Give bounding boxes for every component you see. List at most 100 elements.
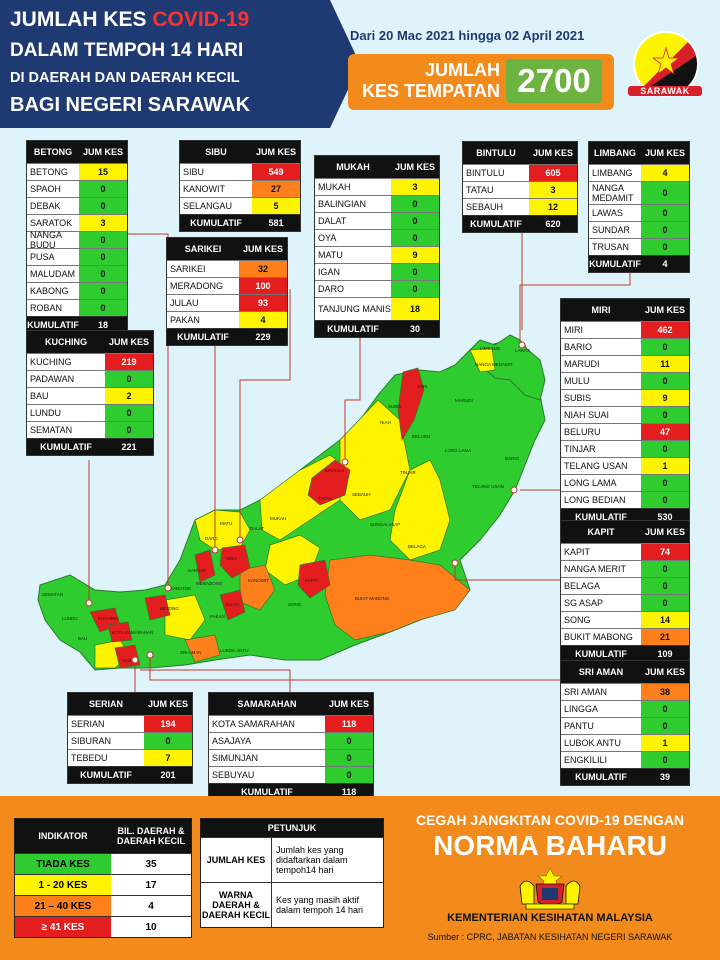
total-count: 109 xyxy=(657,649,673,659)
table-bintulu: BINTULU JUM KES BINTULU 605 TATAU 3 SEBAUH 12 KU… xyxy=(462,141,578,233)
district-name: BUKIT MABONG xyxy=(564,632,633,642)
total-label: KUMULATIF xyxy=(80,770,132,780)
division-name: SRI AMAN xyxy=(578,667,624,677)
map-label: SARIKEI xyxy=(188,568,206,573)
case-count: 0 xyxy=(105,405,153,421)
case-count: 219 xyxy=(105,354,153,370)
table-row: ROBAN 0 xyxy=(27,299,127,316)
table-row: SONG 14 xyxy=(561,611,689,628)
table-header: SIBU JUM KES xyxy=(180,141,300,163)
map-label: BINTULU xyxy=(325,468,344,473)
district-name: PUSA xyxy=(30,252,55,262)
district-name: BALINGIAN xyxy=(318,199,367,209)
case-count: 0 xyxy=(641,205,689,221)
indicator-col1: INDIKATOR xyxy=(38,831,88,841)
table-row: ENGKILILI 0 xyxy=(561,751,689,768)
district-name: SIBU xyxy=(183,167,205,177)
table-sibu: SIBU JUM KES SIBU 549 KANOWIT 27 SELANGAU 5 KUMU… xyxy=(179,140,301,232)
table-row: NIAH SUAI 0 xyxy=(561,406,689,423)
district-name: TRUSAN xyxy=(592,242,630,252)
total-label: KUMULATIF xyxy=(575,512,627,522)
district-name: KOTA SAMARAHAN xyxy=(212,719,295,729)
table-row: BUKIT MABONG 21 xyxy=(561,628,689,645)
division-name: SERIAN xyxy=(88,699,123,709)
table-serian: SERIAN JUM KES SERIAN 194 SIBURAN 0 TEBEDU 7 KUM… xyxy=(67,692,193,784)
district-name: KABONG xyxy=(30,286,69,296)
petunjuk-term: JUMLAH KES xyxy=(201,838,272,882)
district-name: ENGKILILI xyxy=(564,755,608,765)
sarawak-map: LIMBANG LAWAS NANGA MEDAMIT MIRI SUBIS M… xyxy=(37,199,631,692)
district-name: PAKAN xyxy=(170,315,200,325)
table-row: MALUDAM 0 xyxy=(27,265,127,282)
map-label: NANGA MEDAMIT xyxy=(475,362,513,367)
map-label: SONG xyxy=(288,602,302,607)
district-name: TATAU xyxy=(466,185,494,195)
map-label: MARUDI xyxy=(455,398,473,403)
column-label: JUM KES xyxy=(644,305,685,315)
case-count: 3 xyxy=(391,179,439,195)
petunjuk-row: WARNA DAERAH & DAERAH KECIL Kes yang mas… xyxy=(201,882,383,927)
column-label: JUM KES xyxy=(147,699,188,709)
map-region-red-sibu xyxy=(219,544,251,579)
table-header: KUCHING JUM KES xyxy=(27,331,153,353)
table-kapit: KAPIT JUM KES KAPIT 74 NANGA MERIT 0 BELAGA 0 SG… xyxy=(560,520,690,663)
division-name: MUKAH xyxy=(336,162,370,172)
case-count: 5 xyxy=(252,198,300,214)
map-region-red-miri xyxy=(397,367,425,442)
table-row: TRUSAN 0 xyxy=(589,238,689,255)
table-row: KOTA SAMARAHAN 118 xyxy=(209,715,373,732)
case-count: 462 xyxy=(641,322,689,338)
case-count: 0 xyxy=(391,196,439,212)
map-label: PAKAN xyxy=(210,614,225,619)
map-region-orange-3 xyxy=(184,634,221,663)
case-count: 47 xyxy=(641,424,689,440)
map-label: SERIAN xyxy=(122,658,139,663)
table-row: TEBEDU 7 xyxy=(68,749,192,766)
table-row: NANGA MERIT 0 xyxy=(561,560,689,577)
district-name: KUCHING xyxy=(30,357,72,367)
division-name: MIRI xyxy=(591,305,611,315)
map-label: TINJAR xyxy=(400,470,417,475)
header-title-prefix: JUMLAH KES xyxy=(10,8,147,31)
header-banner-edge xyxy=(300,0,360,128)
table-row: SRI AMAN 38 xyxy=(561,683,689,700)
indicator-range: 1 - 20 KES xyxy=(15,875,111,895)
map-region-yellow-8 xyxy=(164,594,206,641)
case-count: 0 xyxy=(641,441,689,457)
map-label: KANOWIT xyxy=(248,578,269,583)
district-name: SARIKEI xyxy=(170,264,206,274)
case-count: 0 xyxy=(641,492,689,508)
case-count: 0 xyxy=(641,718,689,734)
header-title-line4: BAGI NEGERI SARAWAK xyxy=(10,94,251,116)
case-count: 74 xyxy=(641,544,689,560)
total-label: KUMULATIF xyxy=(589,259,641,269)
case-count: 11 xyxy=(641,356,689,372)
map-label: DARO xyxy=(205,536,219,541)
table-row: DARO 0 xyxy=(315,280,439,297)
total-value: 2700 xyxy=(506,59,602,103)
sarawak-flag-icon xyxy=(633,31,699,97)
district-name: SARATOK xyxy=(30,218,73,228)
table-footer: KUMULATIF 201 xyxy=(68,766,192,783)
case-count: 3 xyxy=(529,182,577,198)
total-count: 530 xyxy=(657,512,673,522)
case-count: 0 xyxy=(79,181,127,197)
table-row: LONG LAMA 0 xyxy=(561,474,689,491)
map-label: NIAH xyxy=(380,420,391,425)
district-name: TELANG USAN xyxy=(564,461,628,471)
map-label: TELANG USAN xyxy=(472,484,504,489)
case-count: 4 xyxy=(239,312,287,328)
case-count: 1 xyxy=(641,458,689,474)
table-row: JULAU 93 xyxy=(167,294,287,311)
indicator-count: 35 xyxy=(111,854,191,874)
malaysia-coat-of-arms-icon xyxy=(519,867,581,910)
map-label: SUNGAI ASAP xyxy=(370,522,400,527)
district-name: KANOWIT xyxy=(183,184,225,194)
case-count: 2 xyxy=(105,388,153,404)
case-count: 0 xyxy=(79,198,127,214)
case-count: 32 xyxy=(239,261,287,277)
map-region-red-kapit xyxy=(297,559,331,599)
table-row: BAU 2 xyxy=(27,387,153,404)
district-name: NANGA MERIT xyxy=(564,564,627,574)
case-count: 194 xyxy=(144,716,192,732)
